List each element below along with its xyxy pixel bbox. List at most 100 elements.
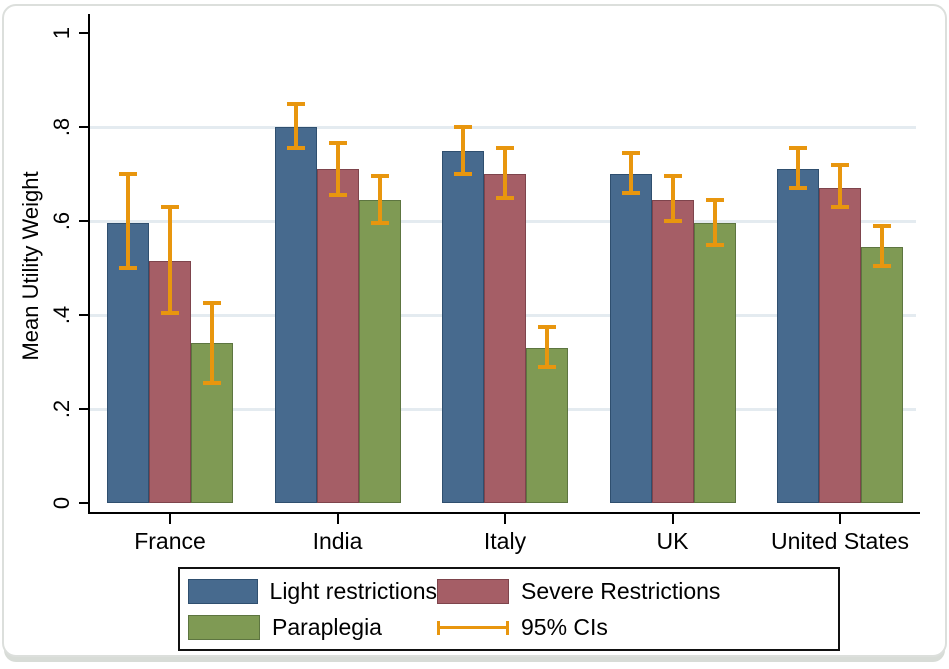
error-bar-cap-bottom bbox=[496, 195, 514, 200]
error-bar-stem bbox=[503, 148, 507, 198]
legend-label: Severe Restrictions bbox=[521, 577, 721, 604]
error-bar-cap-top bbox=[454, 125, 472, 129]
y-axis-title: Mean Utility Weight bbox=[18, 171, 43, 361]
error-bar-stem bbox=[545, 326, 549, 367]
error-bar-stem bbox=[880, 225, 884, 266]
error-bar-cap-top bbox=[203, 301, 221, 306]
error-bar-cap-bottom bbox=[370, 221, 389, 226]
legend-item-severe-restrictions: Severe Restrictions bbox=[437, 578, 838, 605]
bar bbox=[861, 246, 903, 503]
error-bar-cap-top bbox=[161, 204, 179, 209]
bar bbox=[819, 188, 861, 503]
error-bar-stem bbox=[838, 164, 842, 207]
y-tick bbox=[79, 314, 88, 316]
bar bbox=[484, 174, 526, 503]
y-tick-label: .8 bbox=[49, 117, 74, 137]
confidence-interval-icon bbox=[437, 615, 509, 640]
error-bar-cap-bottom bbox=[286, 146, 305, 151]
y-tick-label: 0 bbox=[49, 496, 74, 510]
ci-cap-left bbox=[437, 620, 440, 635]
error-bar-stem bbox=[712, 199, 717, 245]
bar bbox=[442, 150, 484, 503]
error-bar-cap-bottom bbox=[831, 204, 849, 209]
y-tick bbox=[79, 32, 88, 34]
ci-line bbox=[437, 625, 509, 629]
error-bar-stem bbox=[796, 148, 800, 189]
error-bar-stem bbox=[461, 127, 465, 174]
bar bbox=[358, 199, 401, 503]
bar bbox=[609, 174, 652, 503]
bar bbox=[526, 347, 568, 503]
x-tick bbox=[169, 514, 171, 524]
error-bar-cap-top bbox=[663, 174, 682, 179]
bar bbox=[651, 199, 694, 503]
y-axis-line bbox=[88, 14, 90, 514]
gridline bbox=[90, 126, 916, 129]
bar bbox=[274, 127, 317, 503]
legend-label: 95% CIs bbox=[521, 613, 608, 640]
x-tick bbox=[839, 514, 841, 524]
error-bar-stem bbox=[210, 303, 214, 384]
x-tick bbox=[504, 514, 506, 524]
error-bar-cap-top bbox=[789, 146, 807, 151]
error-bar-stem bbox=[670, 176, 675, 221]
legend-swatch-0 bbox=[188, 578, 258, 604]
error-bar-cap-bottom bbox=[873, 263, 891, 268]
error-bar-cap-bottom bbox=[161, 310, 179, 315]
error-bar-cap-top bbox=[496, 146, 514, 151]
error-bar-cap-bottom bbox=[789, 186, 807, 191]
error-bar-cap-top bbox=[370, 174, 389, 179]
error-bar-cap-bottom bbox=[454, 172, 472, 176]
y-tick bbox=[79, 220, 88, 222]
legend-swatch-1 bbox=[437, 578, 509, 604]
error-bar-stem bbox=[168, 206, 172, 313]
y-tick bbox=[79, 502, 88, 504]
error-bar-cap-top bbox=[873, 223, 891, 228]
y-tick-label: 1 bbox=[49, 26, 74, 40]
error-bar-cap-top bbox=[705, 197, 724, 202]
error-bar-stem bbox=[126, 174, 130, 268]
y-tick bbox=[79, 126, 88, 128]
legend-item-95-cis: 95% CIs bbox=[437, 614, 838, 641]
x-tick bbox=[671, 514, 674, 524]
x-axis-line bbox=[88, 512, 920, 514]
error-bar-stem bbox=[293, 103, 298, 149]
bar bbox=[316, 169, 359, 503]
error-bar-stem bbox=[377, 176, 382, 224]
x-tick bbox=[336, 514, 339, 524]
x-category-label: United States bbox=[770, 528, 910, 554]
error-bar-cap-top bbox=[831, 162, 849, 167]
error-bar-stem bbox=[335, 143, 340, 196]
error-bar-stem bbox=[628, 152, 633, 193]
error-bar-cap-top bbox=[119, 172, 137, 176]
x-category-label: UK bbox=[656, 528, 689, 554]
error-bar-cap-bottom bbox=[663, 219, 682, 223]
ci-cap-right bbox=[506, 620, 509, 635]
y-tick-label: .2 bbox=[49, 399, 74, 419]
y-tick-label: .4 bbox=[49, 305, 74, 325]
legend-item-light-restrictions: Light restrictions bbox=[188, 578, 437, 605]
x-category-label: France bbox=[134, 528, 206, 554]
legend-label: Light restrictions bbox=[269, 577, 437, 604]
legend-item-paraplegia: Paraplegia bbox=[188, 614, 437, 641]
error-bar-cap-bottom bbox=[538, 364, 556, 369]
bar bbox=[777, 169, 819, 503]
x-category-label: India bbox=[312, 528, 363, 554]
y-tick bbox=[79, 408, 88, 410]
error-bar-cap-top bbox=[621, 150, 640, 155]
y-tick-label: .6 bbox=[49, 211, 74, 231]
error-bar-cap-bottom bbox=[328, 193, 347, 198]
legend: Light restrictions Severe Restrictions P… bbox=[178, 567, 840, 651]
legend-swatch-2 bbox=[188, 614, 260, 640]
x-category-label: Italy bbox=[483, 528, 527, 554]
bar bbox=[693, 223, 736, 503]
legend-label: Paraplegia bbox=[272, 613, 382, 640]
error-bar-cap-bottom bbox=[203, 381, 221, 386]
error-bar-cap-bottom bbox=[705, 242, 724, 247]
error-bar-cap-top bbox=[286, 101, 305, 106]
error-bar-cap-bottom bbox=[119, 266, 137, 270]
error-bar-cap-bottom bbox=[621, 190, 640, 195]
error-bar-cap-top bbox=[328, 141, 347, 146]
